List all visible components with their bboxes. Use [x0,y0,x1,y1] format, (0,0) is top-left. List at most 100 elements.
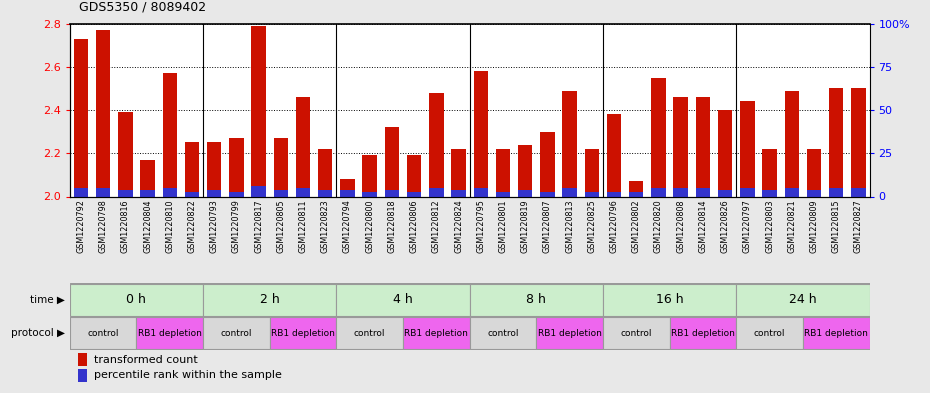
Bar [273,138,288,196]
Bar [563,188,577,196]
Bar [273,190,288,196]
Text: GSM1220793: GSM1220793 [209,199,219,253]
Bar [496,192,511,196]
Bar [96,188,111,196]
Text: GSM1220792: GSM1220792 [76,199,86,253]
Text: control: control [487,329,519,338]
Text: 16 h: 16 h [656,293,684,306]
Bar [585,149,599,196]
Text: GSM1220819: GSM1220819 [521,199,530,253]
Bar [518,145,532,196]
Bar [807,149,821,196]
Text: RB1 depletion: RB1 depletion [671,329,735,338]
Bar [385,127,399,196]
Text: GSM1220826: GSM1220826 [721,199,730,253]
Text: RB1 depletion: RB1 depletion [405,329,469,338]
Text: GSM1220816: GSM1220816 [121,199,130,253]
Bar [203,284,337,316]
Text: RB1 depletion: RB1 depletion [138,329,202,338]
Bar [540,132,554,196]
Bar [337,317,403,349]
Text: control: control [220,329,252,338]
Text: GSM1220810: GSM1220810 [166,199,174,253]
Text: GSM1220822: GSM1220822 [188,199,196,253]
Text: GSM1220818: GSM1220818 [388,199,396,253]
Text: GSM1220806: GSM1220806 [409,199,418,253]
Bar [363,156,377,196]
Bar [78,353,87,365]
Bar [540,192,554,196]
Bar [603,317,670,349]
Bar [296,97,311,196]
Bar [473,71,488,196]
Bar [470,317,537,349]
Bar [718,110,732,196]
Bar [229,138,244,196]
Bar [496,149,511,196]
Text: GSM1220823: GSM1220823 [321,199,330,253]
Text: GSM1220796: GSM1220796 [609,199,618,253]
Bar [137,317,203,349]
Bar [407,156,421,196]
Text: GDS5350 / 8089402: GDS5350 / 8089402 [79,1,206,14]
Bar [185,142,199,196]
Bar [807,190,821,196]
Bar [763,149,777,196]
Bar [563,90,577,196]
Bar [696,188,711,196]
Bar [140,160,154,196]
Text: GSM1220795: GSM1220795 [476,199,485,253]
Bar [737,284,870,316]
Bar [829,88,844,196]
Bar [270,317,337,349]
Bar [70,284,203,316]
Bar [185,192,199,196]
Bar [163,188,177,196]
Text: GSM1220797: GSM1220797 [743,199,751,253]
Bar [737,317,803,349]
Bar [96,30,111,196]
Text: protocol ▶: protocol ▶ [11,328,65,338]
Text: GSM1220801: GSM1220801 [498,199,508,253]
Bar [851,88,866,196]
Bar [203,317,270,349]
Bar [803,317,870,349]
Bar [763,190,777,196]
Text: 4 h: 4 h [393,293,413,306]
Text: GSM1220812: GSM1220812 [432,199,441,253]
Text: GSM1220803: GSM1220803 [765,199,774,253]
Bar [207,142,221,196]
Bar [73,188,88,196]
Bar [337,284,470,316]
Text: GSM1220815: GSM1220815 [831,199,841,253]
Bar [403,317,470,349]
Bar [607,192,621,196]
Text: GSM1220827: GSM1220827 [854,199,863,253]
Text: GSM1220809: GSM1220809 [809,199,818,253]
Bar [785,188,799,196]
Text: percentile rank within the sample: percentile rank within the sample [94,370,282,380]
Text: time ▶: time ▶ [30,295,65,305]
Text: control: control [87,329,119,338]
Bar [851,188,866,196]
Text: 24 h: 24 h [789,293,817,306]
Bar [673,188,688,196]
Bar [429,93,444,196]
Bar [407,192,421,196]
Text: control: control [754,329,785,338]
Text: GSM1220808: GSM1220808 [676,199,685,253]
Bar [163,73,177,196]
Bar [740,101,754,196]
Bar [251,26,266,196]
Text: GSM1220814: GSM1220814 [698,199,708,253]
Bar [629,182,644,196]
Text: GSM1220799: GSM1220799 [232,199,241,253]
Bar [451,190,466,196]
Text: RB1 depletion: RB1 depletion [271,329,335,338]
Bar [229,192,244,196]
Bar [607,114,621,196]
Text: 0 h: 0 h [126,293,146,306]
Text: GSM1220824: GSM1220824 [454,199,463,253]
Text: GSM1220800: GSM1220800 [365,199,374,253]
Bar [340,190,354,196]
